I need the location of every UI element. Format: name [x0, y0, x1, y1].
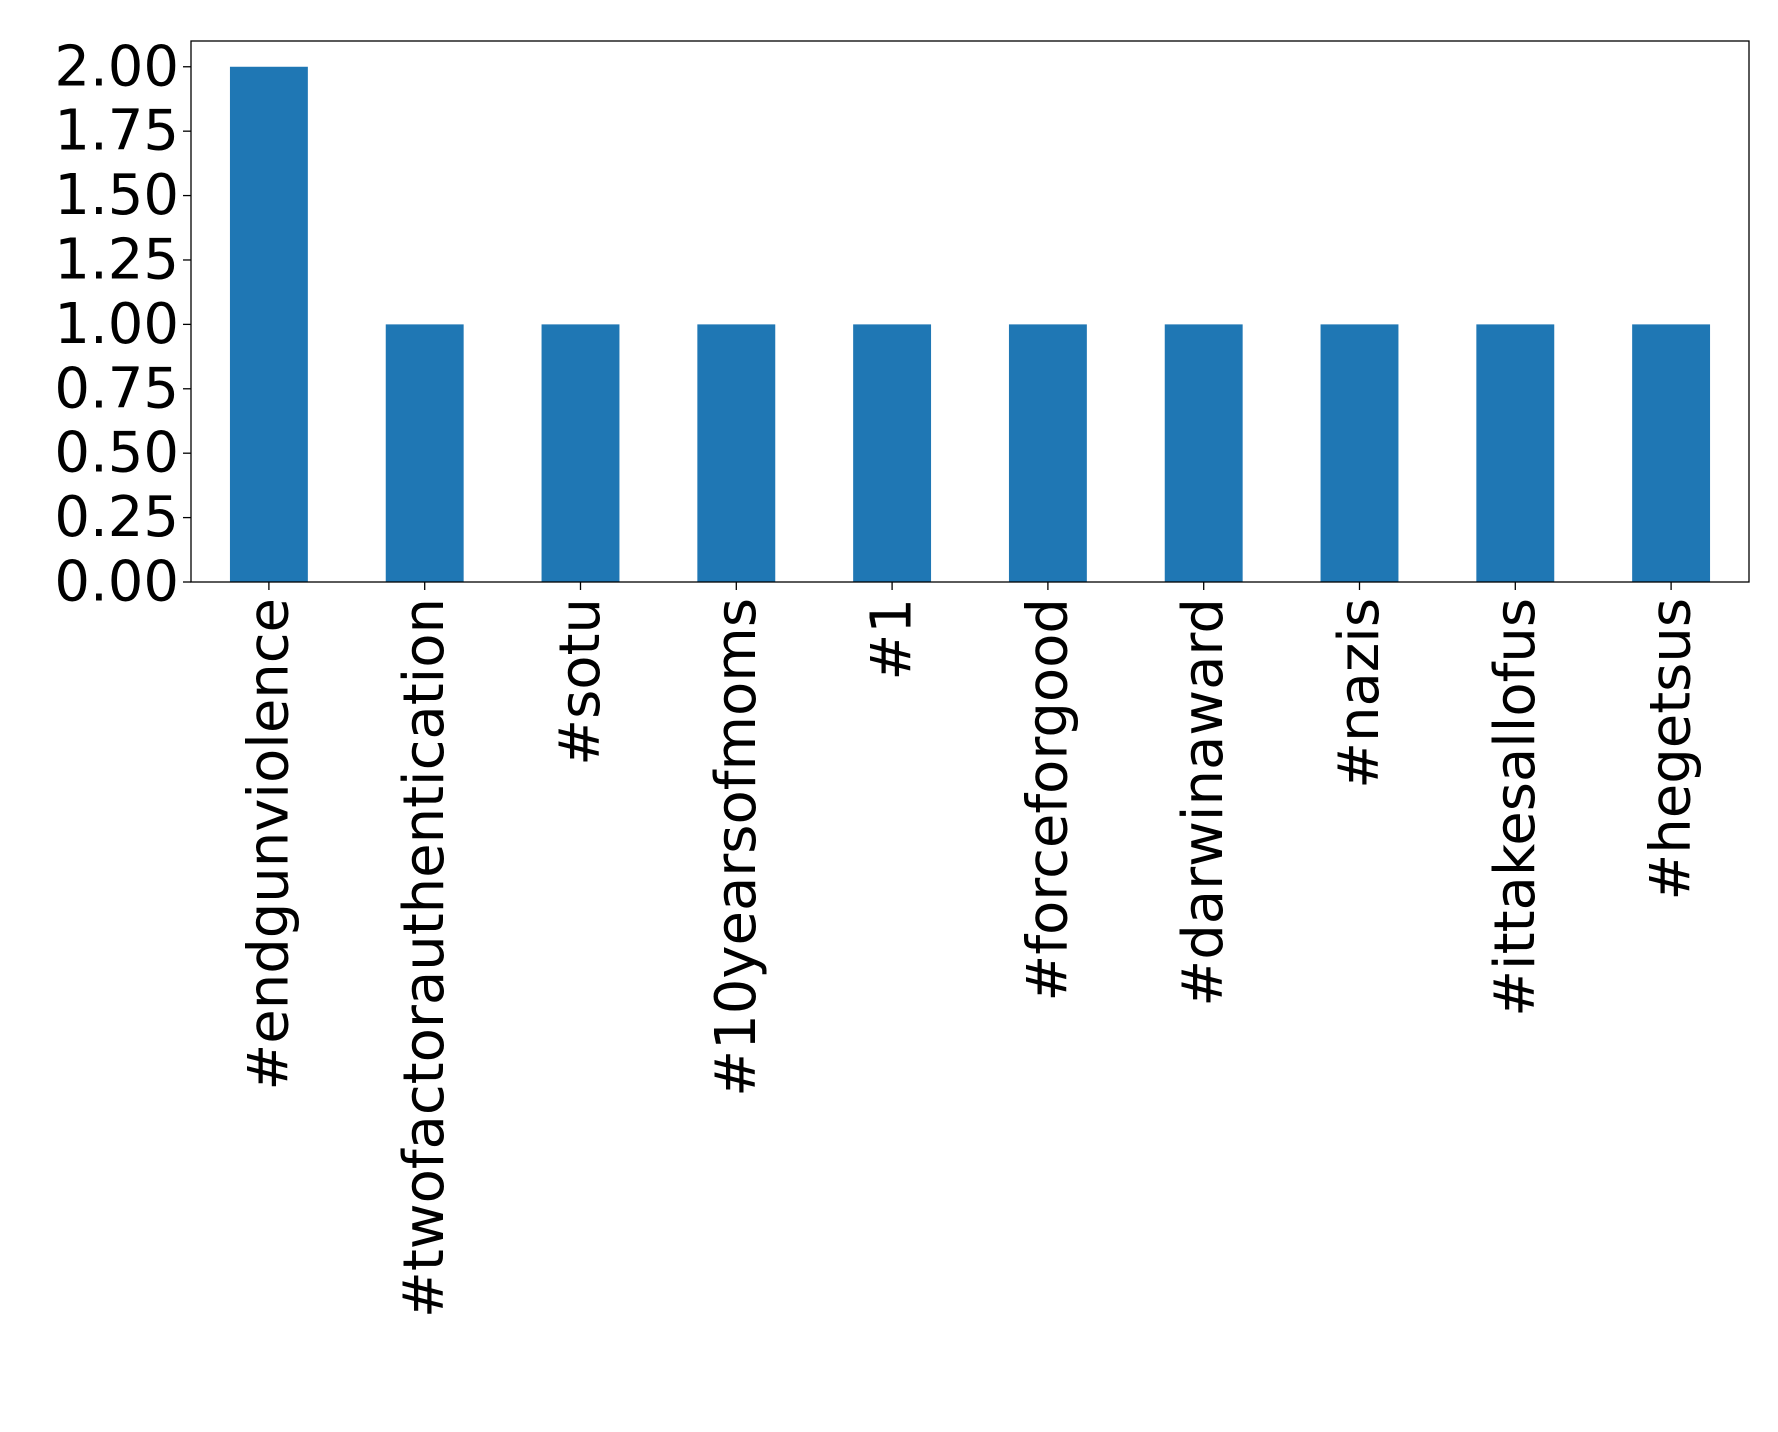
- bar: [385, 324, 464, 582]
- bar: [229, 66, 308, 582]
- y-tick-label: 0.00: [54, 550, 179, 615]
- bars-layer: [229, 66, 1711, 582]
- x-tick-label: #twofactorauthentication: [392, 598, 457, 1318]
- x-tick-label: #nazis: [1327, 598, 1392, 789]
- x-tick-label: #10yearsofmoms: [704, 598, 769, 1097]
- x-tick-label: #darwinaward: [1171, 598, 1236, 1007]
- y-tick-label: 0.75: [54, 356, 179, 421]
- x-tick-label: #ittakesallofus: [1483, 598, 1548, 1017]
- x-tick-label: #endgunviolence: [236, 598, 301, 1091]
- x-tick-label: #1: [860, 598, 925, 681]
- bar: [1008, 324, 1087, 582]
- y-tick-label: 0.50: [54, 421, 179, 486]
- plot-frame: [190, 40, 1750, 583]
- bar: [853, 324, 932, 582]
- x-tick-label: #sotu: [548, 598, 613, 766]
- x-axis: #endgunviolence #twofactorauthentication #…: [236, 582, 1704, 1318]
- y-tick-label: 2.00: [54, 34, 179, 99]
- y-axis: 0.000.250.500.751.001.251.501.752.00: [54, 34, 191, 615]
- y-tick-label: 1.00: [54, 292, 179, 357]
- y-tick-label: 1.50: [54, 163, 179, 228]
- bar: [1632, 324, 1711, 582]
- bar: [541, 324, 620, 582]
- bar: [1164, 324, 1243, 582]
- y-tick-label: 0.25: [54, 485, 179, 550]
- bar: [697, 324, 776, 582]
- y-tick-label: 1.75: [54, 99, 179, 164]
- bar: [1320, 324, 1399, 582]
- x-tick-label: #hegetsus: [1639, 598, 1704, 901]
- y-tick-label: 1.25: [54, 227, 179, 292]
- bar: [1476, 324, 1555, 582]
- x-tick-label: #forceforgood: [1015, 598, 1080, 1002]
